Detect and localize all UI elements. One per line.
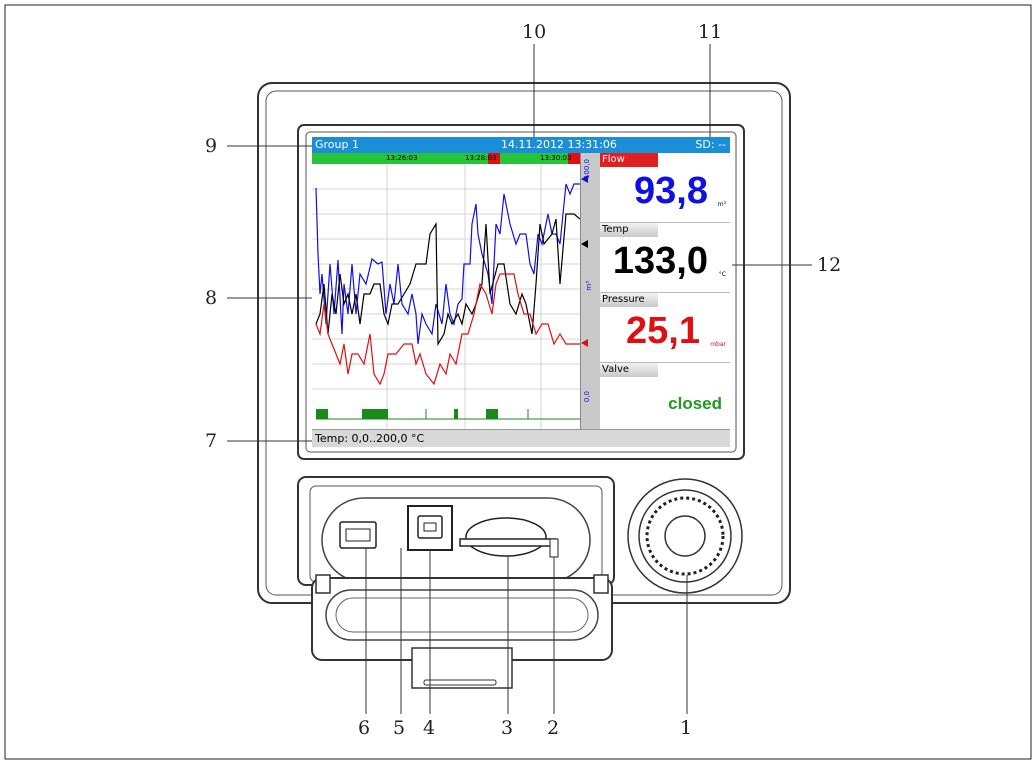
scale-unit: m³ (585, 281, 593, 291)
sd-slot-opening (459, 538, 557, 547)
time-axis-bar: 13:26:03 13:28:03 13:30:03 (312, 153, 580, 164)
time-marker-red (488, 153, 500, 164)
group-name: Group 1 (315, 138, 359, 151)
device-screen: Group 1 14.11.2012 13:31:06 SD: -- 13:26… (312, 137, 730, 447)
callout-7: 7 (205, 430, 218, 452)
datetime: 14.11.2012 13:31:06 (501, 138, 617, 151)
values-panel: Flow 93,8 m³ Temp 133,0 °C Pressure 25,1… (600, 153, 730, 429)
hinge-left (315, 574, 331, 594)
sd-led (549, 538, 559, 558)
usb-b-port-inner (417, 515, 443, 539)
channel-name: Pressure (600, 293, 658, 307)
marker-temp (581, 240, 588, 248)
usb-a-port-inner (345, 528, 371, 542)
navigator-knob-center (664, 515, 706, 557)
scale-min: 0,0 (583, 391, 591, 403)
trend-plot (312, 164, 580, 429)
channel-name: Temp (600, 223, 658, 237)
trend-line-pressure (315, 273, 580, 386)
callout-12: 12 (817, 254, 842, 276)
sd-status: SD: -- (695, 138, 726, 151)
valve-status-ticks (425, 409, 529, 419)
flap-tab (411, 647, 513, 689)
marker-flow (581, 175, 588, 183)
channel-temp: Temp 133,0 °C (600, 223, 730, 293)
time-tick: 13:26:03 (386, 154, 418, 162)
channel-value: 133,0 (612, 240, 708, 282)
sd-slot (465, 517, 547, 557)
scale-column: 100,0 m³ 0,0 (580, 153, 601, 429)
usb-b-port-contact (423, 522, 437, 532)
time-tick: 13:30:03 (540, 154, 572, 162)
callout-9: 9 (205, 135, 218, 157)
channel-value: 25,1 (626, 310, 700, 352)
trend-line-flow (315, 183, 580, 345)
callout-4: 4 (423, 717, 436, 739)
status-bar: Temp: 0,0..200,0 °C (312, 429, 730, 447)
usb-b-port (407, 505, 453, 551)
channel-flow: Flow 93,8 m³ (600, 153, 730, 223)
callout-1: 1 (680, 717, 693, 739)
flap-tab-grip (423, 679, 497, 686)
callout-11: 11 (698, 21, 723, 43)
channel-valve: Valve closed (600, 363, 730, 432)
trend-line-temp (315, 213, 580, 347)
diagram-border (4, 4, 1032, 760)
callout-10: 10 (522, 21, 547, 43)
hinge-right (593, 574, 609, 594)
channel-state: closed (668, 394, 722, 413)
channel-value: 93,8 (634, 170, 708, 212)
channel-name: Valve (600, 363, 658, 377)
channel-unit: mbar (710, 341, 726, 348)
time-marker-red (568, 153, 580, 164)
channel-unit: °C (718, 271, 726, 278)
marker-pressure (581, 339, 588, 347)
time-tick: 13:28:03 (465, 154, 497, 162)
channel-name: Flow (600, 153, 658, 167)
valve-status-track (316, 409, 498, 419)
callout-6: 6 (358, 717, 371, 739)
plot-grid (312, 164, 580, 429)
callout-5: 5 (393, 717, 406, 739)
callout-2: 2 (547, 717, 560, 739)
callout-8: 8 (205, 287, 218, 309)
callout-3: 3 (501, 717, 514, 739)
header-bar: Group 1 14.11.2012 13:31:06 SD: -- (312, 137, 730, 153)
channel-unit: m³ (717, 201, 726, 208)
channel-pressure: Pressure 25,1 mbar (600, 293, 730, 363)
usb-a-port (339, 521, 377, 549)
flap-recess (325, 589, 599, 641)
flap-recess-inner (335, 597, 589, 633)
status-text: Temp: 0,0..200,0 °C (315, 432, 425, 445)
display-bezel-inner (305, 131, 737, 453)
